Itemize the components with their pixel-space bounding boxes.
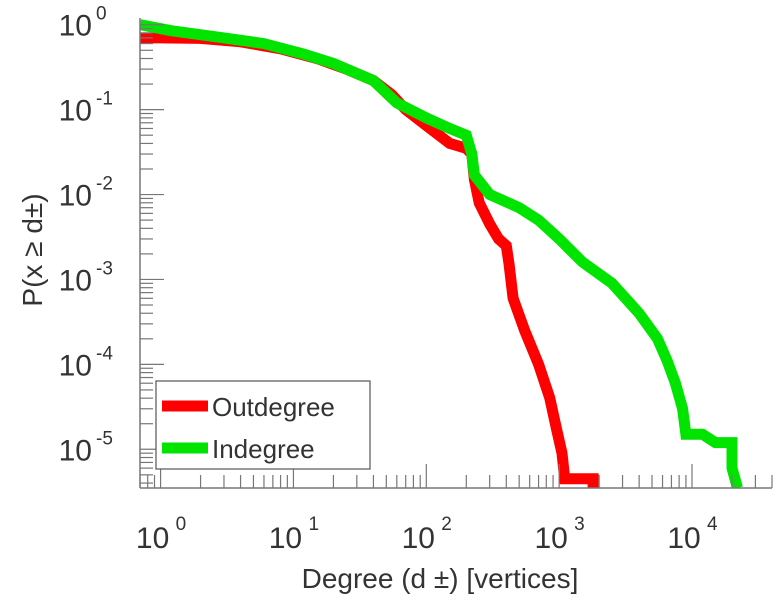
svg-text:10: 10 <box>59 95 92 128</box>
x-tick-label: 10 4 <box>667 514 718 555</box>
legend: Outdegree Indegree <box>155 380 371 470</box>
y-tick-label: 10 -1 <box>59 89 113 128</box>
svg-text:-3: -3 <box>96 258 113 279</box>
series-line-indegree <box>140 19 743 488</box>
svg-text:-5: -5 <box>96 428 113 449</box>
x-axis-title: Degree (d ±) [vertices] <box>302 563 579 594</box>
svg-text:10: 10 <box>59 10 92 43</box>
legend-label-outdegree: Outdegree <box>212 392 335 422</box>
legend-box <box>155 380 371 470</box>
x-tick-label: 10 0 <box>136 514 186 555</box>
x-tick-label: 10 3 <box>534 514 584 555</box>
x-tick-label: 10 2 <box>402 514 452 555</box>
svg-text:-2: -2 <box>96 174 113 195</box>
svg-text:10: 10 <box>136 522 169 555</box>
svg-text:10: 10 <box>59 264 92 297</box>
svg-text:10: 10 <box>402 522 435 555</box>
svg-text:10: 10 <box>59 434 92 467</box>
svg-text:1: 1 <box>308 514 319 535</box>
svg-text:10: 10 <box>269 522 302 555</box>
y-tick-label: 10 -5 <box>59 428 113 467</box>
svg-text:10: 10 <box>667 522 700 555</box>
x-tick-label: 10 1 <box>269 514 319 555</box>
svg-text:-4: -4 <box>96 343 113 364</box>
svg-text:10: 10 <box>59 180 92 213</box>
y-tick-label: 10 -4 <box>59 343 114 382</box>
svg-text:-1: -1 <box>96 89 113 110</box>
svg-text:10: 10 <box>59 349 92 382</box>
y-tick-label: 10 -2 <box>59 174 113 213</box>
legend-label-indegree: Indegree <box>212 434 315 464</box>
svg-text:4: 4 <box>707 514 718 535</box>
svg-text:2: 2 <box>441 514 452 535</box>
svg-text:10: 10 <box>534 522 567 555</box>
svg-text:0: 0 <box>96 4 107 25</box>
svg-text:0: 0 <box>176 514 187 535</box>
y-axis-title: P(x ≥ d±) <box>17 193 48 306</box>
y-tick-label: 10 0 <box>59 4 107 43</box>
y-tick-label: 10 -3 <box>59 258 113 297</box>
svg-text:3: 3 <box>574 514 585 535</box>
